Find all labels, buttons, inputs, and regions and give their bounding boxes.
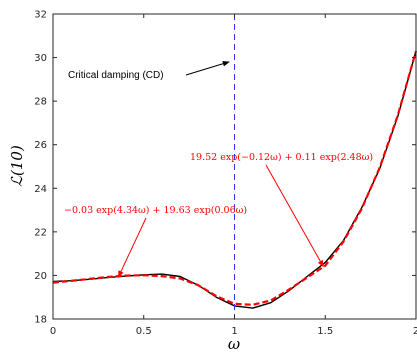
- right-fit-arrow: [265, 164, 324, 268]
- y-tick-label: 32: [34, 10, 47, 21]
- x-axis-label: ω: [228, 335, 240, 352]
- fitted-series-line: [52, 50, 417, 306]
- x-tick-label: 0.5: [136, 326, 152, 337]
- y-tick-label: 18: [34, 315, 47, 326]
- y-tick-label: 24: [34, 184, 47, 195]
- y-tick-label: 26: [34, 140, 47, 151]
- y-tick-label: 22: [34, 227, 47, 238]
- x-tick-label: 1.5: [317, 326, 333, 337]
- left-fit-label: −0.03 exp(4.34ω) + 19.63 exp(0.06ω): [64, 205, 247, 216]
- right-fit-label: 19.52 exp(−0.12ω) + 0.11 exp(2.48ω): [190, 152, 373, 163]
- y-axis-label: ℒ(10): [8, 145, 26, 187]
- x-tick-label: 0: [50, 326, 56, 337]
- left-fit-arrow: [117, 217, 147, 278]
- tick-layer: [52, 13, 417, 320]
- annotation-layer: Critical damping (CD) 19.52 exp(−0.12ω) …: [64, 61, 373, 278]
- y-tick-label: 20: [34, 271, 47, 282]
- y-tick-label: 28: [34, 97, 47, 108]
- y-tick-label: 30: [34, 53, 47, 64]
- critical-damping-label: Critical damping (CD): [68, 70, 164, 81]
- x-tick-label: 1: [231, 326, 237, 337]
- tick-label-layer: 0 0.5 1 1.5 2 18 20 22 24 26 28 30 32: [34, 10, 417, 338]
- x-tick-label: 2: [413, 326, 417, 337]
- critical-damping-arrow: [185, 61, 230, 76]
